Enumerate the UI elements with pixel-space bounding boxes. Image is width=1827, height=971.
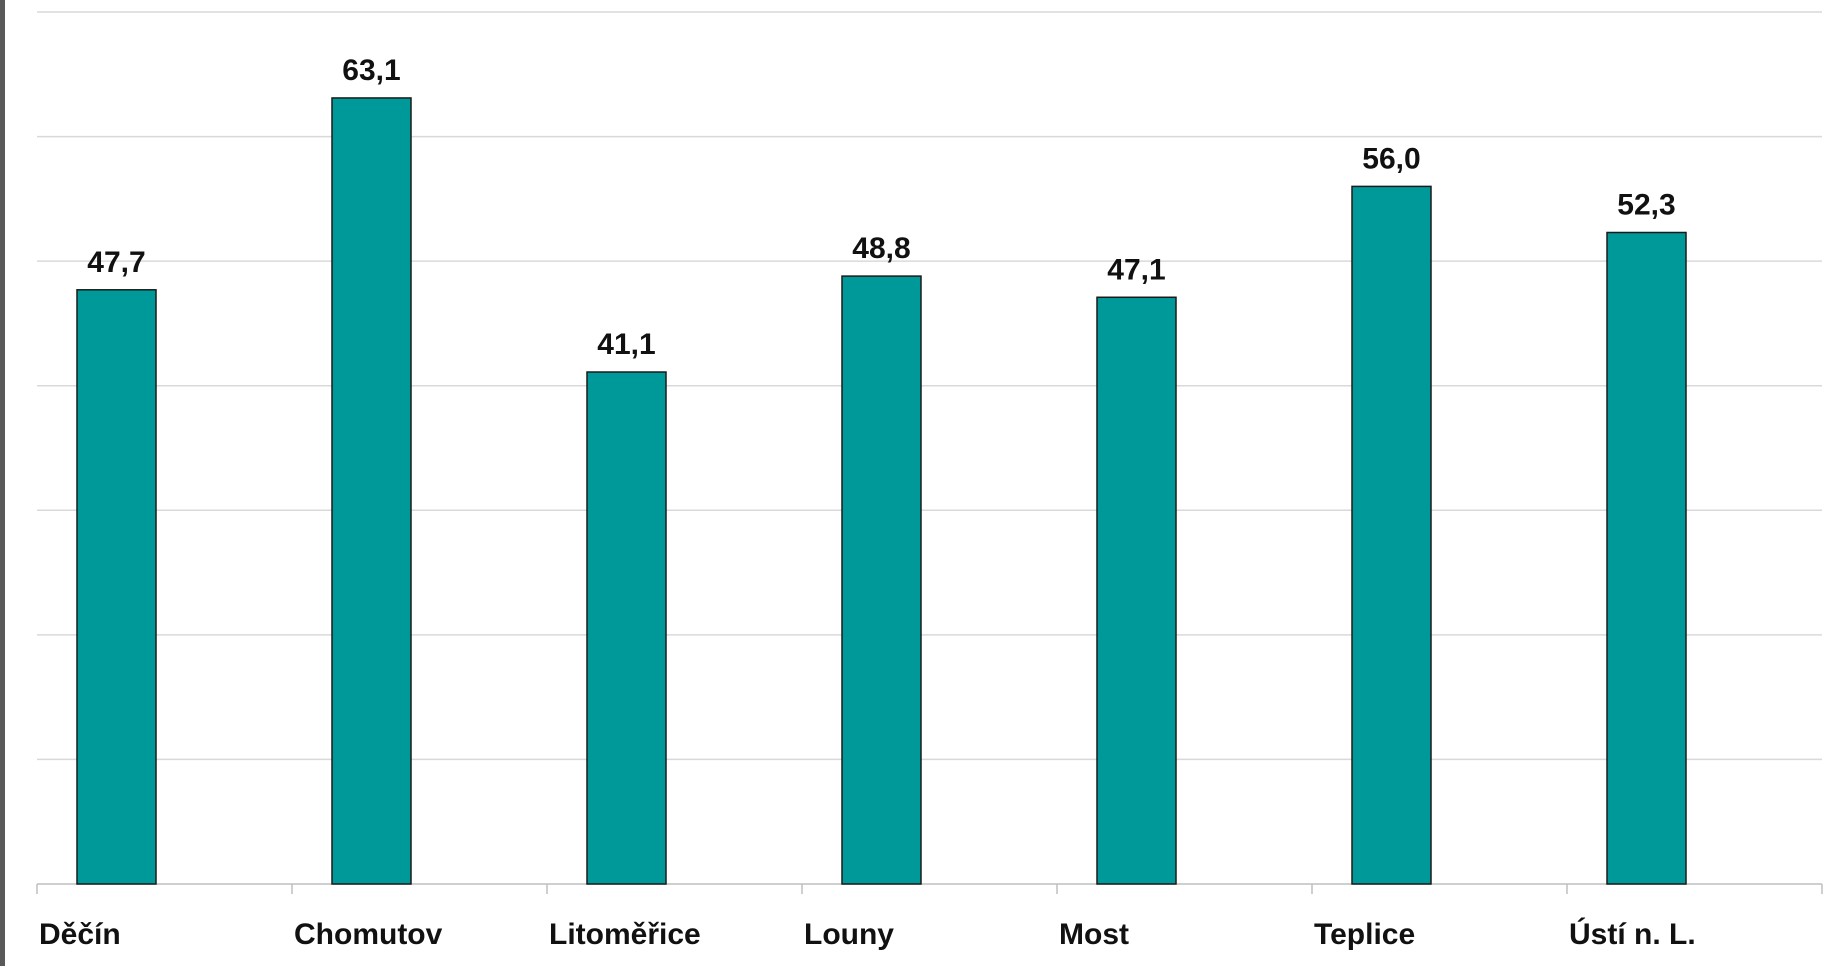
data-labels: 47,7 63,1 41,1 48,8 47,1 56,0 52,3 — [87, 54, 1675, 361]
data-label: 47,7 — [87, 246, 145, 279]
bar — [76, 289, 157, 885]
chart-frame — [0, 0, 5, 966]
x-axis — [36, 883, 1823, 894]
data-label: 56,0 — [1362, 142, 1420, 175]
data-label: 48,8 — [852, 232, 910, 265]
bar — [1096, 296, 1177, 885]
bar — [1351, 185, 1432, 885]
bars — [76, 97, 1687, 885]
bar — [841, 275, 922, 885]
data-label: 52,3 — [1617, 188, 1675, 221]
bar — [586, 371, 667, 885]
category-label: Most — [1059, 918, 1129, 951]
category-label: Louny — [804, 918, 894, 951]
category-label: Ústí n. L. — [1569, 917, 1696, 951]
category-labels: Děčín Chomutov Litoměřice Louny Most Teplice Ú… — [39, 917, 1696, 951]
data-label: 41,1 — [597, 328, 655, 361]
left-frame-border — [0, 0, 5, 966]
bar — [1606, 231, 1687, 885]
category-label: Litoměřice — [549, 918, 701, 951]
category-label: Teplice — [1314, 918, 1415, 951]
category-label: Děčín — [39, 918, 121, 951]
data-label: 63,1 — [342, 54, 400, 87]
category-label: Chomutov — [294, 918, 443, 951]
gridlines — [37, 11, 1822, 761]
bar — [331, 97, 412, 885]
data-label: 47,1 — [1107, 253, 1165, 286]
